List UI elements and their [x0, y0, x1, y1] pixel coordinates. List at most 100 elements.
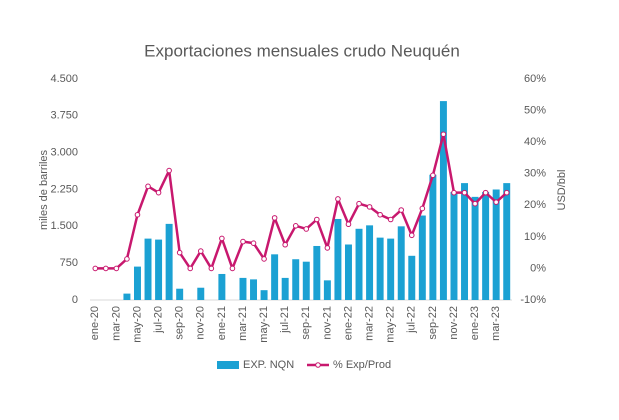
- legend-label: % Exp/Prod: [333, 359, 391, 371]
- bar: [197, 287, 205, 300]
- bar: [218, 273, 226, 300]
- line-marker: [461, 189, 468, 196]
- bar: [302, 261, 310, 300]
- x-tick-label: jul-21: [279, 306, 291, 334]
- line-marker: [166, 167, 172, 174]
- bar: [271, 254, 279, 300]
- bar: [155, 239, 163, 300]
- line-marker: [229, 265, 236, 272]
- line-marker: [271, 215, 278, 221]
- y2-tick-label: 30%: [524, 168, 546, 180]
- bar: [239, 277, 247, 300]
- line-marker: [240, 238, 246, 245]
- y-axis-label: miles de barriles: [38, 149, 50, 230]
- x-tick-label: may-20: [131, 306, 143, 343]
- line-marker: [103, 265, 109, 272]
- bar: [429, 174, 437, 300]
- line-marker: [197, 248, 204, 254]
- bar: [461, 183, 469, 300]
- bar: [250, 279, 258, 300]
- bar: [439, 101, 447, 300]
- legend-marker: [315, 362, 321, 368]
- bar: [376, 237, 384, 300]
- line-marker: [282, 241, 288, 248]
- bar: [323, 280, 331, 300]
- x-tick-label: ene-20: [89, 306, 101, 340]
- line-marker: [176, 249, 183, 256]
- y2-tick-label: 20%: [524, 199, 546, 211]
- bar: [408, 255, 416, 300]
- line-marker: [303, 226, 310, 232]
- line-marker: [387, 216, 394, 223]
- y-tick-label: 750: [60, 257, 78, 269]
- legend-label: EXP. NQN: [243, 359, 294, 371]
- bar: [387, 238, 395, 300]
- bar: [355, 228, 363, 300]
- x-tick-label: ene-21: [216, 306, 228, 340]
- y-tick-label: 1.500: [50, 220, 78, 232]
- bar: [292, 259, 300, 300]
- line-marker: [155, 189, 162, 196]
- line-marker: [219, 235, 225, 242]
- bar: [281, 277, 289, 300]
- bar: [492, 189, 500, 300]
- y2-tick-label: 10%: [524, 231, 546, 243]
- bar: [123, 293, 131, 300]
- line-marker: [324, 245, 331, 251]
- line-marker: [261, 256, 267, 262]
- line-marker: [451, 189, 457, 196]
- bar: [344, 244, 352, 300]
- x-tick-label: sep-20: [174, 306, 186, 340]
- y-tick-label: 4.500: [50, 73, 78, 85]
- line-marker: [503, 189, 510, 196]
- legend-swatch: [217, 361, 239, 369]
- y2-tick-label: 60%: [524, 73, 546, 85]
- line-marker: [398, 207, 405, 213]
- bar: [165, 223, 173, 300]
- line-marker: [472, 200, 478, 207]
- bar: [313, 245, 321, 300]
- line-marker: [314, 216, 320, 223]
- y2-tick-label: 50%: [524, 104, 546, 116]
- line: [95, 133, 508, 270]
- y2-tick-label: 0%: [530, 262, 546, 274]
- line-marker: [145, 183, 151, 190]
- y-tick-label: 3.000: [50, 147, 78, 159]
- x-tick-label: nov-22: [448, 306, 460, 340]
- y-tick-label: 3.750: [50, 110, 78, 122]
- line-marker: [92, 265, 99, 272]
- x-tick-label: may-21: [258, 306, 270, 343]
- x-tick-label: mar-23: [490, 306, 502, 341]
- y-tick-label: 0: [72, 294, 78, 306]
- line-marker: [124, 256, 130, 262]
- line-marker: [345, 221, 352, 228]
- x-tick-label: ene-22: [342, 306, 354, 340]
- y2-tick-label: -10%: [520, 294, 546, 306]
- line-marker: [408, 232, 415, 239]
- line-marker: [335, 196, 341, 202]
- x-tick-label: nov-20: [195, 306, 207, 340]
- bar: [450, 191, 458, 300]
- line-marker: [493, 199, 499, 205]
- y2-tick-label: 40%: [524, 136, 546, 148]
- line-marker: [134, 211, 141, 218]
- x-tick-label: jul-20: [152, 306, 164, 334]
- x-tick-label: may-22: [385, 306, 397, 343]
- bar: [133, 266, 141, 300]
- bar: [176, 288, 184, 300]
- x-tick-label: nov-21: [321, 306, 333, 340]
- bar: [397, 226, 405, 300]
- x-tick-label: mar-21: [237, 306, 249, 341]
- x-tick-label: sep-22: [427, 306, 439, 340]
- y-tick-label: 2.250: [50, 183, 78, 195]
- line-marker: [419, 205, 426, 212]
- chart-title: Exportaciones mensuales crudo Neuquén: [144, 41, 460, 60]
- line-marker: [366, 204, 373, 210]
- bar: [144, 238, 152, 300]
- y2-axis-label: USD/bbl: [556, 170, 568, 211]
- bar: [482, 191, 490, 300]
- line-marker: [482, 189, 489, 196]
- line-marker: [440, 131, 447, 138]
- x-tick-label: mar-22: [363, 306, 375, 341]
